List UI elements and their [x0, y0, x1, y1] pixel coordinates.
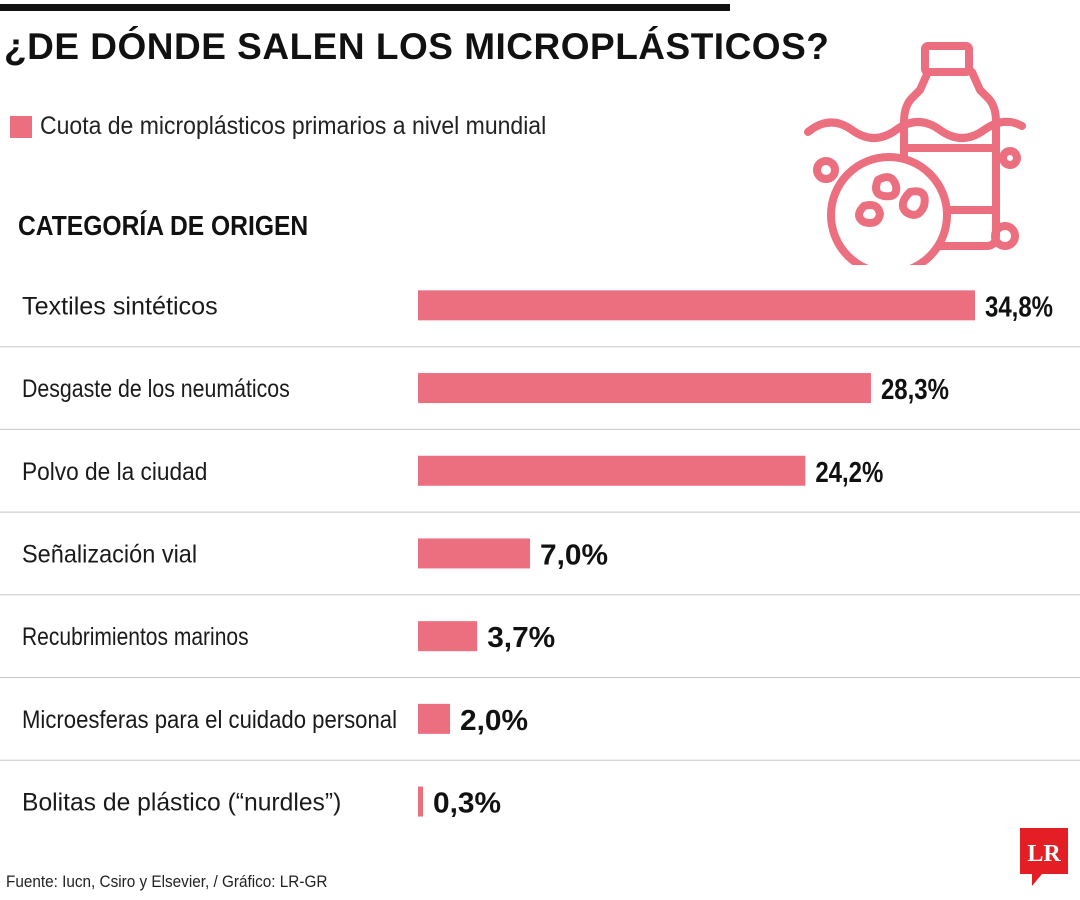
value-label: 34,8%	[985, 291, 1053, 323]
bar	[418, 373, 871, 404]
category-label: Desgaste de los neumáticos	[22, 375, 290, 403]
value-label: 3,7%	[487, 622, 555, 654]
bar-chart: Textiles sintéticos 34,8% Desgaste de los …	[0, 290, 1080, 820]
bar-row: Microesferas para el cuidado personal 2,0…	[0, 703, 1080, 761]
bar-row: Textiles sintéticos 34,8%	[0, 290, 1080, 348]
value-label: 7,0%	[540, 539, 608, 571]
source-note: Fuente: Iucn, Csiro y Elsevier, / Gráfic…	[6, 872, 328, 891]
chart-title: ¿DE DÓNDE SALEN LOS MICROPLÁSTICOS?	[4, 26, 830, 67]
value-label: 2,0%	[460, 705, 528, 737]
category-label: Microesferas para el cuidado personal	[22, 706, 397, 734]
legend: Cuota de microplásticos primarios a nive…	[10, 112, 590, 141]
bar	[418, 290, 975, 321]
category-label: Textiles sintéticos	[22, 292, 218, 320]
bar-row: Desgaste de los neumáticos 28,3%	[0, 373, 1080, 430]
lr-logo: LR	[1020, 828, 1068, 886]
category-label: Bolitas de plástico (“nurdles”)	[22, 789, 341, 817]
bar-row: Recubrimientos marinos 3,7%	[0, 621, 1080, 678]
lr-logo-shape	[1020, 828, 1068, 886]
bar-row: Señalización vial 7,0%	[0, 538, 1080, 596]
bar	[418, 455, 806, 486]
plastic-bottle-microplastics-icon	[804, 42, 1026, 265]
legend-label: Cuota de microplásticos primarios a nive…	[40, 112, 547, 140]
top-rule	[0, 4, 730, 11]
bar	[418, 703, 451, 734]
bar-row: Bolitas de plástico (“nurdles”) 0,3%	[22, 786, 501, 820]
category-label: Señalización vial	[22, 540, 197, 568]
value-label: 24,2%	[815, 457, 883, 489]
bar-row: Polvo de la ciudad 24,2%	[0, 455, 1080, 513]
bar	[418, 786, 423, 817]
bar	[418, 538, 531, 569]
lr-logo-text: LR	[1027, 841, 1061, 867]
legend-swatch	[10, 115, 32, 138]
category-label: Recubrimientos marinos	[22, 623, 249, 651]
value-label: 0,3%	[433, 788, 501, 820]
bar	[418, 621, 478, 652]
section-heading: CATEGORÍA DE ORIGEN	[18, 210, 309, 241]
value-label: 28,3%	[881, 374, 949, 406]
category-label: Polvo de la ciudad	[22, 458, 207, 486]
